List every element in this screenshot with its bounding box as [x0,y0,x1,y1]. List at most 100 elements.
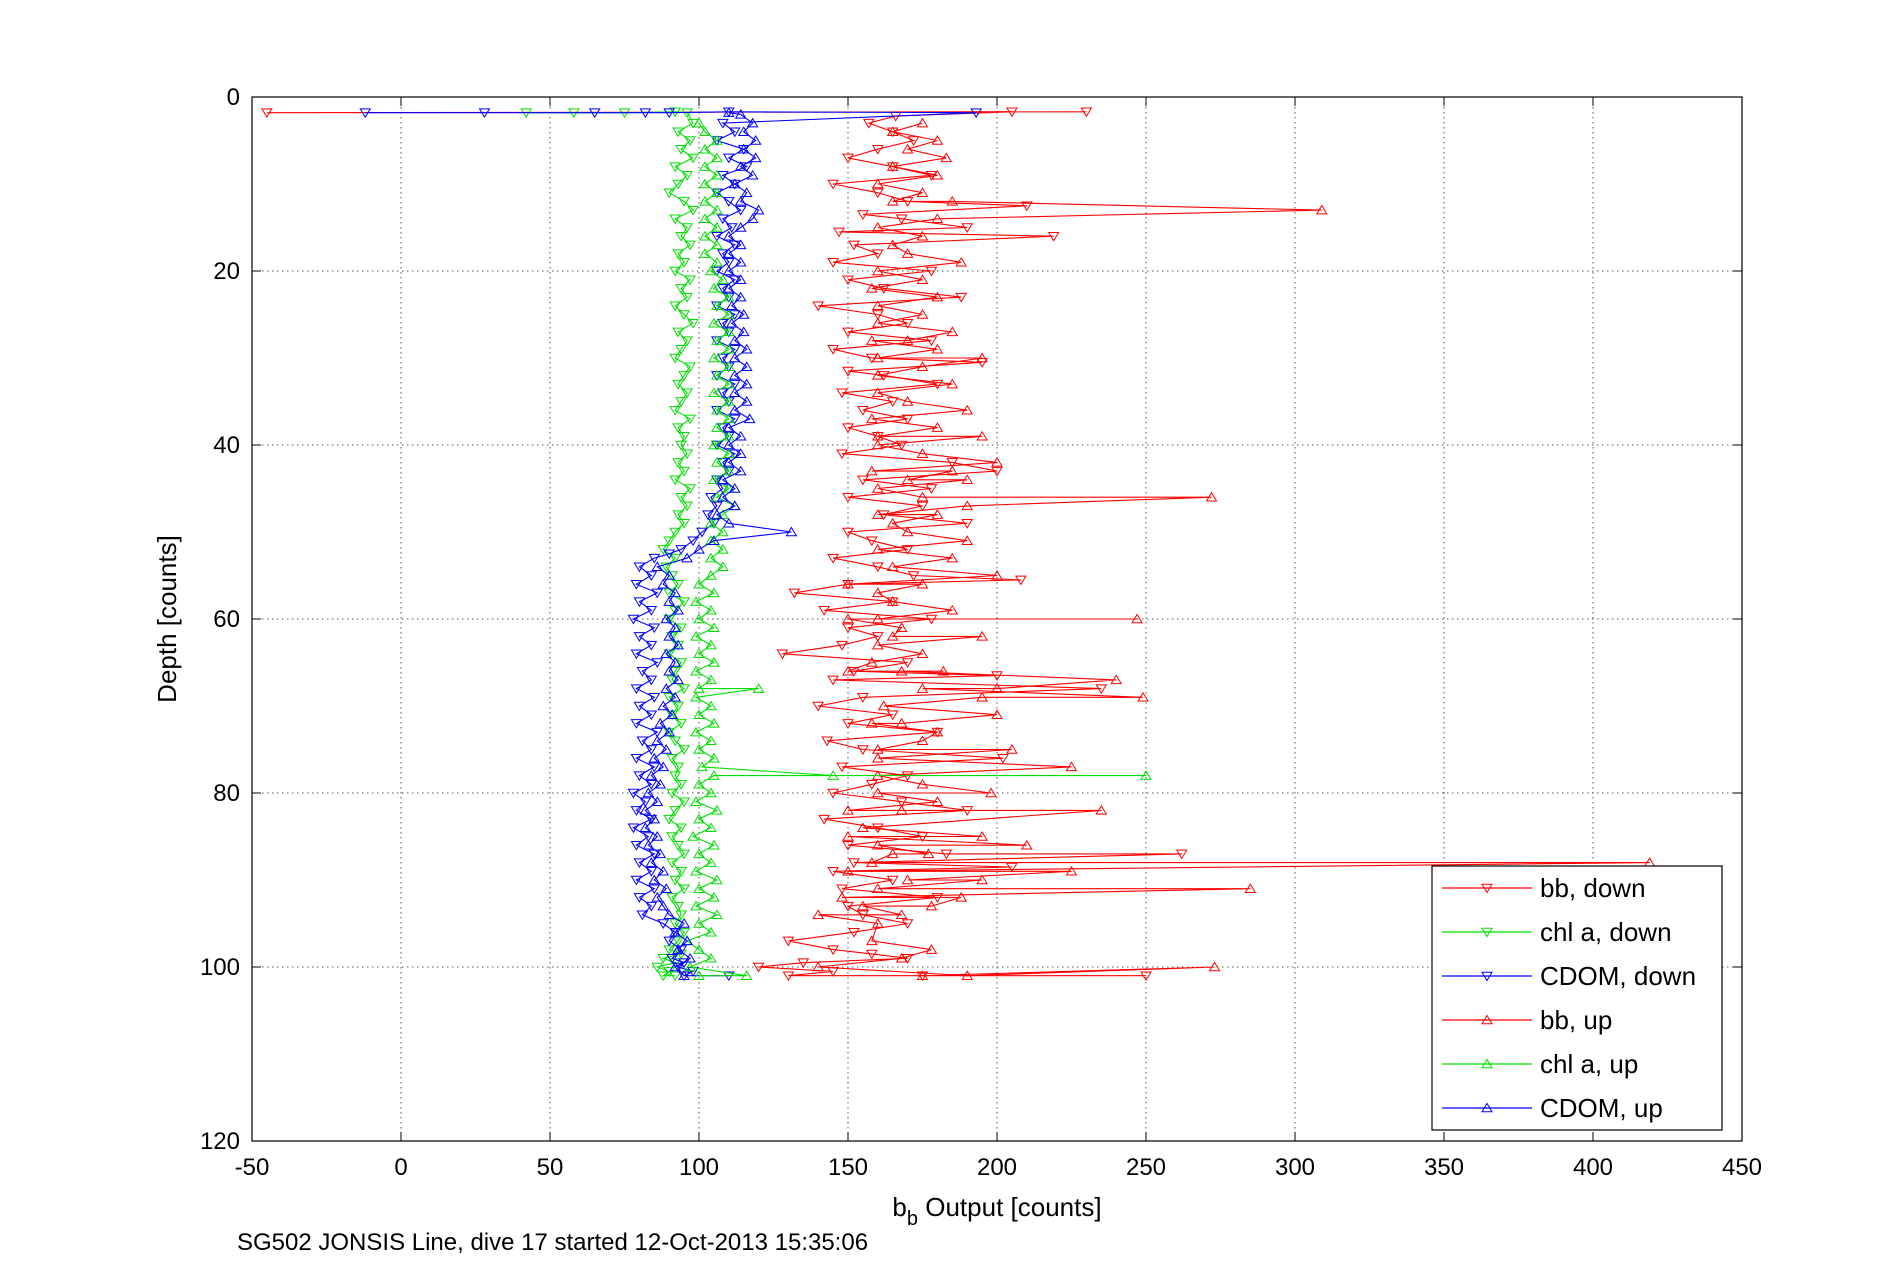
data-point [728,483,741,493]
data-point [797,958,810,969]
data-point [734,195,747,206]
data-point [630,649,643,660]
data-point [681,336,693,347]
data-point [865,857,878,867]
data-point [728,369,741,380]
data-point [645,857,658,867]
data-point [675,345,688,355]
data-point [648,884,661,895]
data-point [931,213,944,224]
data-point [865,657,878,667]
data-point [672,179,685,190]
data-point [752,683,765,693]
data-point [672,604,685,615]
data-point [842,423,854,434]
data-point [827,345,839,355]
data-point [842,719,854,729]
data-point [675,144,688,155]
data-point [710,422,723,432]
data-point [699,248,711,258]
data-point [651,831,664,841]
data-point [693,709,705,719]
data-point [642,787,655,798]
data-point [678,310,690,320]
data-point [672,327,685,338]
data-point [693,613,705,624]
data-point [818,814,831,825]
data-point [687,318,699,329]
data-point [708,657,720,667]
legend-label: bb, up [1540,1005,1612,1035]
data-point [871,300,884,311]
data-point [651,727,664,738]
data-point [663,630,676,641]
data-point [737,309,750,319]
data-point [997,753,1009,764]
data-point [842,665,854,676]
data-point [976,630,988,641]
data-point [645,745,658,755]
data-point [1205,491,1218,502]
data-point [657,971,670,982]
data-point [895,717,908,728]
data-point [666,788,679,799]
data-point [669,926,682,937]
data-point [669,587,682,598]
data-point [901,248,914,258]
data-point [705,570,717,580]
data-point [931,135,944,145]
data-point [684,961,696,972]
data-point [734,430,747,441]
data-point [1137,691,1149,702]
data-point [886,161,899,171]
data-point [708,474,720,485]
x-tick-label: 400 [1573,1154,1613,1181]
data-point [812,909,825,920]
data-point [705,857,717,867]
data-point [651,962,664,973]
data-point [669,301,682,312]
data-point [734,448,747,458]
data-point [630,719,643,729]
data-point [684,275,696,286]
data-point [734,205,747,216]
legend-marker [1481,883,1493,894]
data-point [657,919,670,929]
data-point [895,909,908,920]
x-axis-label-main: b [892,1192,906,1222]
data-point [678,519,690,529]
data-point [648,752,661,763]
data-point [588,108,601,119]
data-point [976,831,988,841]
data-point [675,397,688,407]
y-tick-label: 0 [227,84,240,111]
data-point [716,526,729,537]
data-point [842,153,854,164]
data-point [678,258,690,268]
data-point [651,735,664,746]
data-point [871,265,884,276]
data-point [657,700,670,711]
data-point [857,900,869,911]
data-point [708,839,720,850]
data-point [842,901,854,912]
data-point [871,317,884,328]
data-point [722,396,735,406]
data-point [669,405,682,416]
data-point [693,744,705,754]
data-point [901,526,914,537]
data-point [931,509,944,519]
data-point [871,249,884,260]
data-point [871,883,884,893]
data-point [886,397,899,407]
data-point [669,961,682,972]
data-point [663,596,676,606]
data-point [740,378,753,389]
data-point [710,404,723,415]
data-point [848,927,860,938]
data-point [699,178,711,189]
data-point [818,606,831,616]
data-point [886,875,899,886]
data-point [722,282,735,293]
